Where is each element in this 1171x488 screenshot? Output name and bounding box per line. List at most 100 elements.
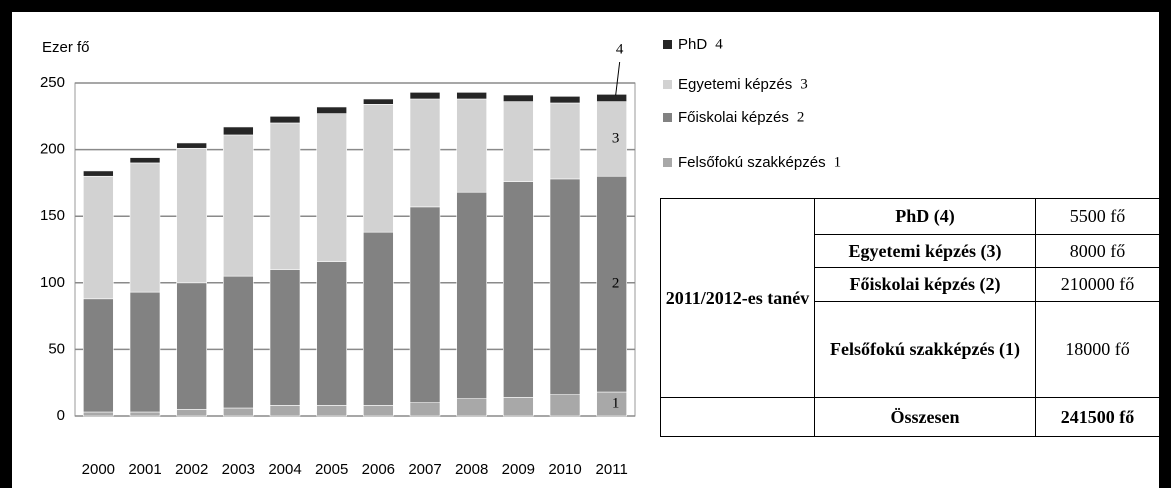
- legend-tag: 2: [797, 109, 805, 125]
- leader-line: [615, 61, 621, 96]
- plot-area: [74, 82, 636, 417]
- bar-segment: [503, 94, 534, 102]
- bar-segment: [363, 231, 394, 406]
- bar-segment: [456, 191, 487, 399]
- bar-segment: [456, 398, 487, 417]
- table-row: 2011/2012-es tanév PhD (4) 5500 fő: [660, 198, 1160, 398]
- bar-segment: [223, 134, 254, 277]
- x-tick-label: 2007: [408, 461, 441, 478]
- table-cell: 18000 fő: [1035, 301, 1160, 398]
- bar-segment: [409, 98, 441, 208]
- x-tick-label: 2002: [175, 461, 208, 478]
- bar-segment: [549, 178, 581, 395]
- legend-label: PhD: [678, 36, 707, 53]
- bar-segment: [363, 98, 394, 105]
- table-cell: Összesen: [814, 397, 1036, 437]
- bar-segment: [176, 142, 207, 149]
- bar-segment: [83, 175, 114, 300]
- x-tick-label: 2005: [315, 461, 348, 478]
- bar-segment: [316, 261, 347, 406]
- bar-segment: [269, 122, 301, 270]
- legend-tag: 4: [715, 36, 723, 52]
- bar-segment: [316, 405, 347, 417]
- x-tick-label: 2000: [82, 461, 115, 478]
- segment-tag: 1: [612, 395, 620, 411]
- legend-swatch: [663, 113, 672, 122]
- bar-segment: [409, 92, 441, 100]
- segment-tag: 4: [616, 41, 624, 57]
- bar-segment: [596, 94, 627, 102]
- y-tick-label: 200: [40, 141, 65, 158]
- bar-segment: [176, 282, 207, 410]
- bar-segment: [549, 102, 581, 180]
- x-tick-label: 2011: [596, 461, 628, 478]
- table-cell: 8000 fő: [1035, 234, 1160, 268]
- bar-segment: [129, 162, 161, 293]
- bar-segment: [316, 113, 347, 262]
- legend-label: Felsőfokú szakképzés: [678, 154, 826, 171]
- bar-segment: [223, 126, 254, 136]
- y-tick-label: 0: [57, 407, 65, 424]
- segment-tag: 3: [612, 130, 620, 146]
- canvas: Ezer fő 0 50 100 150 200 250 2000 2001 2002 2003 2…: [12, 12, 1160, 488]
- x-tick-label: 2004: [268, 461, 301, 478]
- bar-segment: [129, 411, 161, 417]
- bar-segment: [503, 101, 534, 182]
- bar-segment: [456, 98, 487, 193]
- chart: Ezer fő 0 50 100 150 200 250 2000 2001 2002 2003 2…: [40, 36, 842, 478]
- bar-segment: [596, 175, 627, 393]
- bar-segment: [129, 157, 161, 164]
- bar-segment: [83, 411, 114, 417]
- bar-segment: [129, 291, 161, 413]
- table-row: Főiskolai képzés (2) 210000 fő: [661, 267, 1160, 302]
- x-tick-label: 2008: [455, 461, 488, 478]
- table-cell: 5500 fő: [1035, 198, 1160, 235]
- bar-segment: [456, 92, 487, 100]
- y-tick-label: 150: [40, 207, 65, 224]
- bar-segment: [223, 407, 254, 417]
- table-row: Felsőfokú szakképzés (1) 18000 fő: [661, 301, 1160, 398]
- legend-tag: 1: [834, 154, 842, 170]
- bar-segment: [549, 96, 581, 104]
- bar-segment: [83, 298, 114, 413]
- bar-segment: [503, 397, 534, 417]
- bar-segment: [316, 106, 347, 114]
- table-cell: [660, 397, 815, 437]
- legend-swatch: [663, 80, 672, 89]
- table-cell: 241500 fő: [1035, 397, 1160, 437]
- table-cell: PhD (4): [814, 198, 1036, 235]
- bar-segment: [176, 409, 207, 417]
- legend-label: Főiskolai képzés: [678, 109, 789, 126]
- table-total-row: Összesen 241500 fő: [660, 397, 1160, 437]
- bar-segment: [269, 405, 301, 417]
- bar-segment: [409, 402, 441, 417]
- bar-segment: [269, 269, 301, 406]
- summary-table: 2011/2012-es tanév PhD (4) 5500 fő Egyetemi…: [660, 198, 1160, 437]
- bar-segment: [269, 116, 301, 124]
- y-tick-label: 100: [40, 274, 65, 291]
- x-tick-label: 2006: [362, 461, 395, 478]
- legend-label: Egyetemi képzés: [678, 76, 792, 93]
- bar-segment: [409, 206, 441, 403]
- legend-swatch: [663, 40, 672, 49]
- segment-tag: 2: [612, 276, 620, 292]
- table-cell: Felsőfokú szakképzés (1): [814, 301, 1036, 398]
- y-tick-label: 250: [40, 74, 65, 91]
- y-tick-label: 50: [48, 340, 65, 357]
- y-axis-label: Ezer fő: [42, 39, 90, 56]
- legend-tag: 3: [800, 76, 808, 92]
- bar-segment: [503, 181, 534, 398]
- table-cell: 210000 fő: [1035, 267, 1160, 302]
- table-cell: Egyetemi képzés (3): [814, 234, 1036, 268]
- bar-segment: [363, 104, 394, 233]
- table-cell: 2011/2012-es tanév: [660, 198, 815, 398]
- bar-segment: [83, 170, 114, 177]
- table-body: 2011/2012-es tanév PhD (4) 5500 fő Egyetemi…: [660, 198, 1160, 437]
- legend-swatch: [663, 158, 672, 167]
- x-tick-label: 2010: [548, 461, 581, 478]
- table-cell: Főiskolai képzés (2): [814, 267, 1036, 302]
- bar-segment: [176, 147, 207, 284]
- bar-segment: [549, 394, 581, 417]
- x-tick-label: 2009: [502, 461, 535, 478]
